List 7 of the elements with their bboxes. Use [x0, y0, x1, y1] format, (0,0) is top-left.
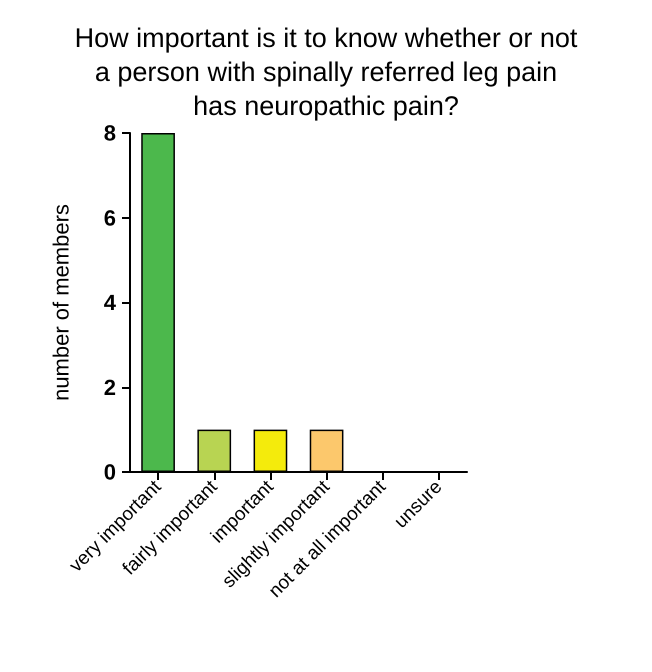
y-axis-title: number of members [48, 204, 74, 401]
y-tick-label: 8 [104, 120, 116, 146]
y-tick-label: 4 [104, 290, 117, 315]
y-tick-label: 2 [104, 374, 116, 400]
chart-title: How important is it to know whether or not a person with spinally referred leg pain has neuropathic pain? [74, 23, 578, 121]
y-tick-label: 6 [104, 205, 116, 230]
y-tick-label: 0 [104, 460, 116, 484]
